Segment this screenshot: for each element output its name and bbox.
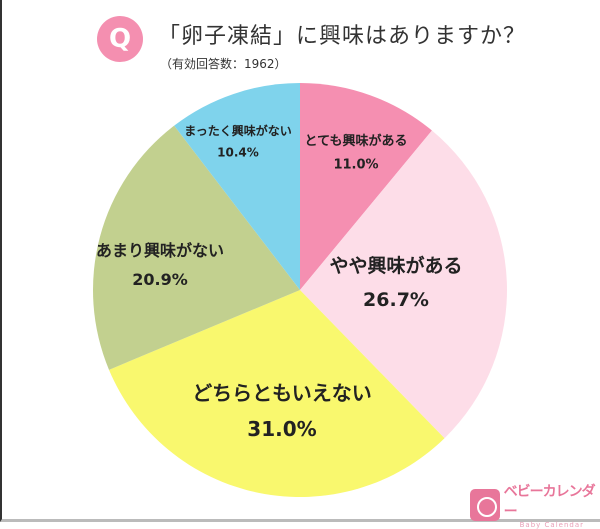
logo-text-jp: ベビーカレンダー (503, 484, 596, 520)
pie-slice (109, 290, 445, 497)
logo-text-en: Baby Calendar (519, 521, 585, 529)
pie-slice (92, 125, 300, 370)
slice-label: まったく興味がない (184, 123, 292, 138)
slice-value-label: 31.0% (247, 417, 316, 441)
slice-label: あまり興味がない (96, 241, 224, 260)
slice-label: やや興味がある (329, 254, 462, 277)
slice-label: とても興味がある (305, 133, 408, 149)
slice-label: どちらともいえない (192, 381, 372, 405)
pie-slice (174, 83, 300, 290)
slice-value-label: 10.4% (217, 146, 259, 160)
calendar-icon (470, 489, 500, 521)
slice-value-label: 26.7% (363, 289, 429, 311)
slice-value-label: 11.0% (333, 157, 378, 172)
pie-slice (300, 83, 432, 290)
question-badge: Q (97, 16, 143, 62)
chart-title: 「卵子凍結」に興味はありますか？ (158, 24, 527, 49)
slice-value-label: 20.9% (132, 270, 188, 289)
chart-subtitle: （有効回答数：1962） (160, 57, 287, 71)
pie-slice (300, 130, 507, 439)
